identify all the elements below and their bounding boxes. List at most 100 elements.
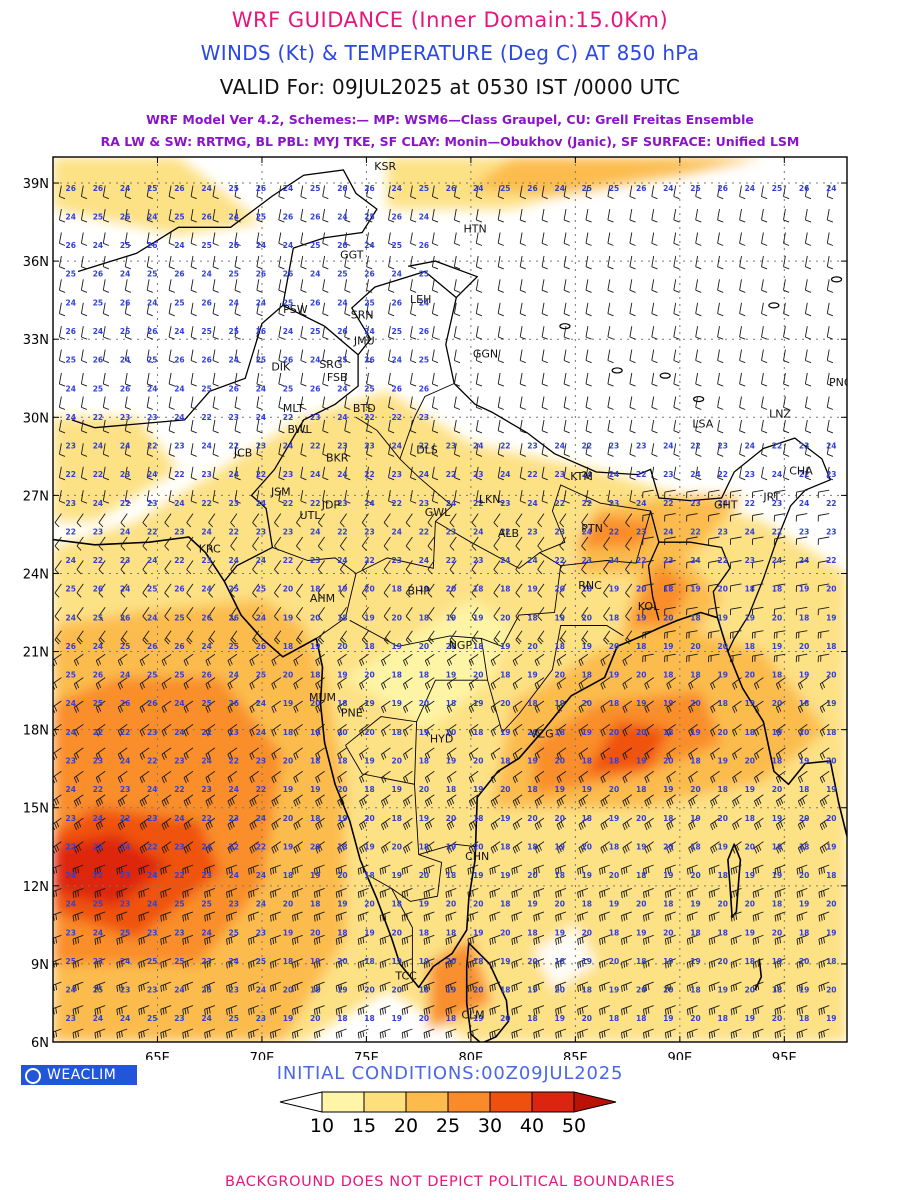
wind-barb [190,466,197,481]
isotherm-value: 25 [174,900,184,909]
wind-barb [142,536,150,551]
isotherm-value: 18 [718,699,728,708]
wind-barb [773,606,786,616]
wind-barb [512,700,523,713]
wind-barb [783,372,790,387]
isotherm-value: 22 [527,470,537,479]
wind-barb [600,653,611,667]
wind-barb [339,607,347,622]
wind-barb [269,958,281,969]
wind-barb [817,630,830,639]
wind-barb [534,770,545,784]
wind-barb [380,724,391,737]
wind-barb [489,1005,501,1016]
wind-barb [819,770,830,784]
wind-barb [475,209,483,223]
isotherm-value: 19 [310,728,320,737]
wind-barb [146,279,153,293]
wind-barb [708,560,720,569]
wind-barb [515,536,523,551]
wind-barb [315,747,325,760]
wind-barb [468,770,479,784]
wind-barb [256,419,263,434]
isotherm-value: 20 [283,814,293,823]
wind-barb [537,607,545,622]
isotherm-value: 18 [582,757,592,766]
temperature-region [53,833,168,907]
wind-barb [293,724,303,737]
wind-barb [249,841,260,854]
wind-barb [120,583,128,598]
lat-label: 30N [23,411,49,426]
isotherm-value: 24 [120,671,130,680]
wind-barb [673,209,680,223]
wind-barb [315,817,325,831]
isotherm-value: 18 [500,757,510,766]
wind-barb [446,841,457,854]
isotherm-value: 24 [555,184,565,193]
isotherm-value: 20 [446,957,456,966]
isotherm-value: 26 [229,384,239,393]
isotherm-value: 18 [582,900,592,909]
wind-barb [234,372,241,387]
wind-barb [453,372,461,387]
isotherm-value: 22 [500,442,510,451]
wind-barb [72,911,84,922]
wind-barb [278,490,285,504]
isotherm-value: 18 [663,814,673,823]
map-panel: 23 24 24 25 23 24 25 23 19 20 18 18 19 20 18 19 20 18 19 20… [0,150,900,1066]
isotherm-value: 18 [718,928,728,937]
isotherm-value: 20 [310,613,320,622]
isotherm-value: 25 [364,384,374,393]
wind-barb [208,560,216,575]
wind-barb [489,864,501,875]
isotherm-value: 25 [174,213,184,222]
isotherm-value: 18 [826,871,836,880]
wind-barb [322,396,329,410]
wind-barb [511,981,523,992]
isotherm-value: 18 [419,928,429,937]
wind-barb [230,513,238,528]
wind-barb [449,607,457,622]
wind-barb [322,232,329,246]
wind-barb [190,255,197,270]
isotherm-value: 20 [527,814,537,823]
wind-barb [625,560,633,575]
wind-barb [410,490,417,504]
wind-barb [204,981,216,992]
wind-barb [361,513,369,528]
wind-barb [410,396,417,410]
wind-barb [578,700,589,713]
wind-barb [673,326,680,340]
wind-barb [541,443,548,457]
isotherm-value: 18 [582,671,592,680]
wind-barb [453,396,461,410]
isotherm-value: 25 [256,356,266,365]
wind-barb [761,185,768,200]
isotherm-value: 20 [527,642,537,651]
wind-barb [729,489,742,499]
isotherm-value: 23 [419,499,429,508]
wind-barb [204,958,216,969]
wind-barb [405,630,413,645]
wind-barb [541,396,548,410]
isotherm-value: 24 [174,986,184,995]
isotherm-value: 18 [500,986,510,995]
wind-barb [642,513,654,522]
isotherm-value: 23 [527,442,537,451]
wind-barb [775,794,786,807]
wind-barb [818,864,830,875]
isotherm-value: 26 [364,270,374,279]
wind-barb [818,981,830,992]
wind-barb [651,443,658,457]
state-boundary [355,416,453,574]
wind-barb [183,700,194,713]
wind-barb [445,864,457,875]
wind-barb [359,700,369,713]
wind-barb [205,841,216,854]
wind-barb [146,490,153,504]
wind-barb [161,724,172,737]
isotherm-value: 22 [718,556,728,565]
isotherm-value: 24 [527,499,537,508]
wind-barb [317,513,325,528]
